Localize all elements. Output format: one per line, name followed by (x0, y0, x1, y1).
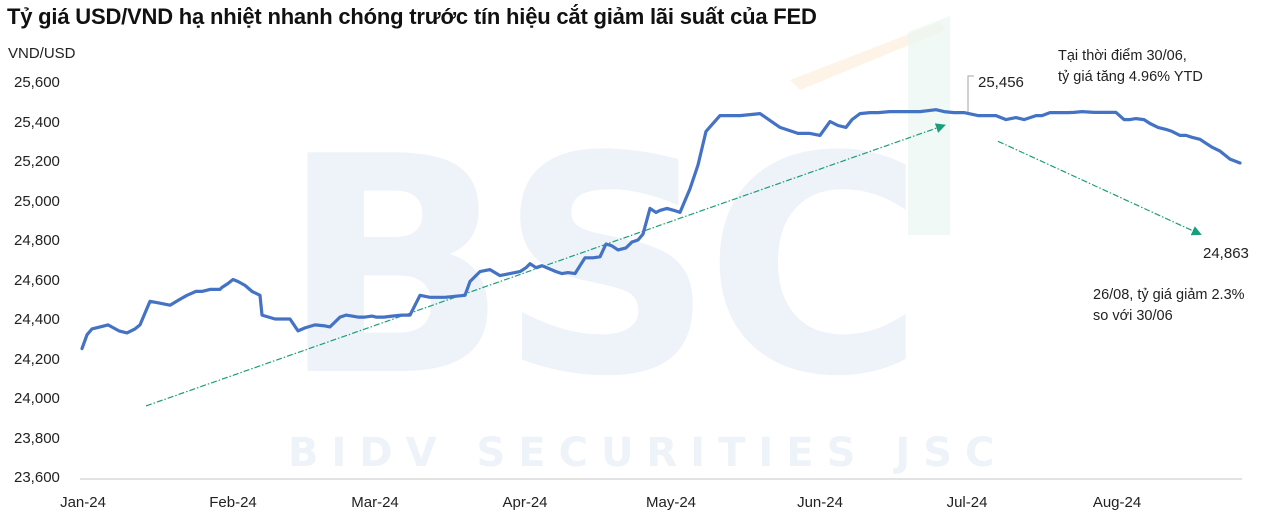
y-tick-label: 24,000 (14, 390, 60, 407)
chart-title: Tỷ giá USD/VND hạ nhiệt nhanh chóng trướ… (7, 4, 817, 29)
peak-leader-line (967, 75, 974, 112)
peak-value-label: 25,456 (978, 74, 1024, 91)
trend-arrow (997, 140, 1202, 236)
peak-note-line1: Tại thời điểm 30/06, (1058, 48, 1187, 64)
peak-note: Tại thời điểm 30/06, tỷ giá tăng 4.96% Y… (1058, 46, 1203, 88)
y-tick-label: 25,600 (14, 74, 60, 91)
y-tick-label: 25,400 (14, 113, 60, 131)
x-tick-label: May-24 (645, 494, 697, 511)
y-tick-label: 24,600 (14, 271, 60, 289)
watermark-logo: BSC (280, 93, 925, 442)
y-tick-label: 24,400 (14, 311, 60, 328)
peak-note-line2: tỷ giá tăng 4.96% YTD (1058, 69, 1203, 85)
x-tick-label: Apr-24 (502, 494, 548, 511)
exchange-rate-line (80, 108, 1242, 351)
end-value-label: 24,863 (1203, 245, 1249, 262)
end-note: 26/08, tỷ giá giảm 2.3% so với 30/06 (1093, 285, 1245, 327)
y-axis-unit: VND/USD (8, 45, 76, 62)
x-tick-label: Mar-24 (351, 494, 399, 511)
x-tick-label: Jan-24 (60, 494, 106, 511)
y-tick-label: 23,600 (14, 469, 60, 486)
trend-arrows (145, 123, 1202, 407)
y-tick-label: 25,200 (14, 153, 60, 170)
y-tick-label: 24,200 (14, 350, 60, 368)
x-tick-label: Jun-24 (797, 494, 843, 511)
y-tick-label: 25,000 (14, 192, 60, 210)
x-tick-label: Feb-24 (209, 494, 257, 511)
end-note-line1: 26/08, tỷ giá giảm 2.3% (1093, 287, 1245, 303)
watermark-text: BIDV SECURITIES JSC (288, 430, 1008, 476)
y-tick-label: 24,800 (14, 232, 60, 249)
end-note-line2: so với 30/06 (1093, 308, 1173, 324)
x-tick-label: Jul-24 (946, 494, 988, 511)
y-tick-label: 23,800 (14, 429, 60, 447)
x-tick-label: Aug-24 (1092, 494, 1142, 511)
